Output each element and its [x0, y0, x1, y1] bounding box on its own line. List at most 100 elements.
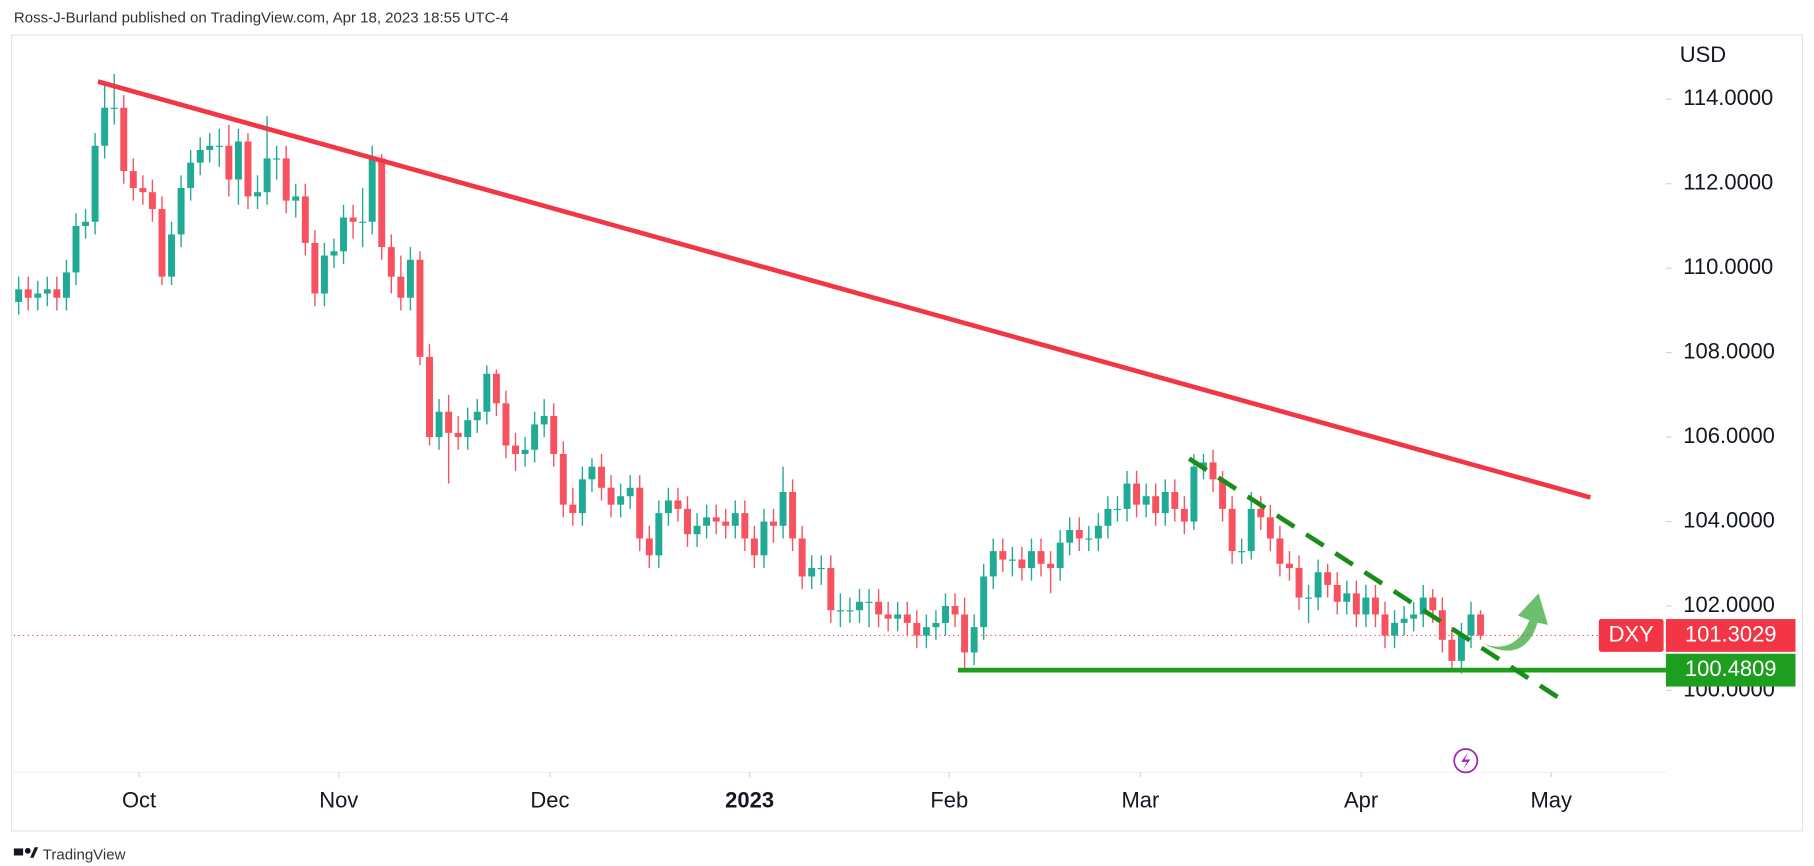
candle — [1094, 513, 1102, 552]
candle-body — [1410, 614, 1418, 619]
y-tick-label: 102.0000 — [1683, 592, 1775, 617]
candle-body — [693, 525, 701, 535]
candle — [712, 504, 720, 535]
candle-body — [273, 158, 281, 160]
candle — [1295, 555, 1303, 611]
candle-body — [43, 289, 51, 294]
candle — [139, 175, 147, 205]
candle-body — [1314, 572, 1322, 598]
candle — [492, 369, 500, 416]
candle — [473, 399, 481, 433]
candle-body — [664, 500, 672, 514]
candle — [1152, 483, 1160, 526]
candle-body — [301, 196, 309, 243]
candle — [387, 234, 395, 294]
candle-body — [1008, 559, 1016, 561]
candle — [789, 479, 797, 552]
candle — [865, 589, 873, 628]
candle-body — [588, 466, 596, 480]
trend-line — [1187, 456, 1564, 702]
candle — [836, 593, 844, 628]
candle-body — [1324, 572, 1332, 585]
candle — [550, 403, 558, 467]
candle — [1161, 479, 1169, 526]
candle — [72, 213, 80, 286]
candle — [244, 133, 252, 210]
candle-body — [1190, 466, 1198, 522]
symbol-box — [1598, 619, 1664, 652]
candle — [416, 251, 424, 366]
candle — [311, 230, 319, 307]
candle — [856, 589, 863, 623]
candle-body — [779, 491, 787, 526]
x-tick-label: Feb — [930, 787, 968, 812]
candle-body — [856, 601, 863, 611]
candle — [349, 204, 357, 239]
candle — [817, 555, 825, 585]
candle — [951, 593, 959, 628]
candle-body — [636, 487, 644, 539]
candle — [82, 209, 90, 239]
x-tick-label: Apr — [1344, 787, 1378, 812]
candle — [808, 555, 816, 590]
candle-body — [1037, 551, 1045, 564]
candle — [435, 399, 443, 450]
candle-body — [311, 242, 319, 294]
candle-body — [1333, 584, 1341, 602]
candle — [989, 538, 997, 590]
candle-body — [1343, 593, 1351, 602]
candle-body — [1142, 496, 1150, 505]
y-tick-label: 106.0000 — [1683, 423, 1775, 448]
candle-body — [1381, 614, 1389, 636]
header: Ross-J-Burland published on TradingView.… — [14, 10, 509, 27]
candle-body — [120, 107, 128, 172]
candle-body — [1285, 563, 1293, 569]
candle — [1381, 601, 1389, 649]
candle-body — [980, 576, 988, 628]
candle-body — [1400, 618, 1408, 623]
candle-body — [712, 517, 720, 522]
candle — [483, 365, 491, 425]
candle — [894, 601, 902, 632]
candle-body — [569, 504, 577, 514]
candle-body — [206, 145, 214, 150]
candle-body — [1056, 542, 1064, 569]
candle — [884, 601, 892, 632]
candle — [1285, 551, 1293, 581]
candle-body — [1028, 551, 1035, 569]
candle — [1400, 606, 1408, 636]
candle-body — [1429, 597, 1437, 611]
candle — [1276, 525, 1284, 577]
candle-body — [1066, 529, 1074, 543]
candle-body — [626, 487, 634, 497]
candle — [645, 525, 653, 569]
candle-body — [1018, 559, 1026, 569]
candle-body — [368, 158, 376, 222]
candle — [1056, 529, 1064, 581]
candle — [1410, 601, 1418, 632]
candle — [502, 390, 510, 459]
candle-body — [91, 145, 99, 222]
candle-body — [1152, 496, 1160, 514]
last-price-box — [1665, 619, 1796, 652]
candle-body — [254, 192, 262, 197]
arrow-annotation — [1483, 593, 1548, 651]
candle — [1018, 546, 1026, 581]
candle — [34, 280, 42, 311]
candle-body — [942, 606, 949, 623]
candle — [521, 437, 529, 467]
candle — [798, 525, 806, 590]
candle — [15, 276, 23, 315]
candle-body — [435, 411, 443, 438]
candle — [196, 137, 204, 176]
candle — [454, 415, 462, 450]
candle — [559, 441, 567, 518]
candle — [397, 255, 405, 311]
candle — [875, 589, 883, 628]
candle-body — [540, 415, 548, 425]
candle-body — [53, 289, 61, 298]
candle — [53, 276, 61, 311]
candle-body — [970, 627, 978, 653]
candle — [1123, 470, 1131, 522]
